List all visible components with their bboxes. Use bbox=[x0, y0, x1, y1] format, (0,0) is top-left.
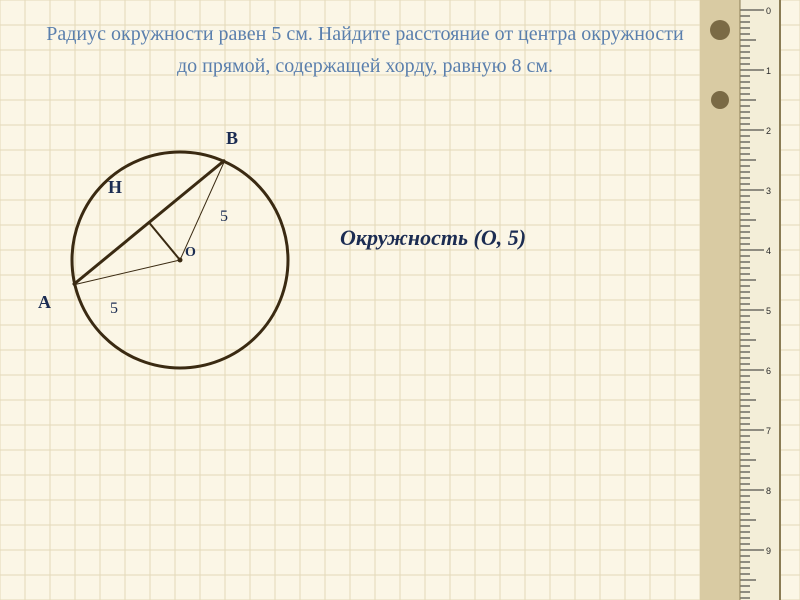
radius-label-2: 5 bbox=[110, 300, 118, 318]
svg-text:3: 3 bbox=[766, 186, 771, 196]
point-label-h: Н bbox=[108, 177, 122, 198]
point-label-b: В bbox=[226, 128, 238, 149]
svg-text:5: 5 bbox=[766, 306, 771, 316]
notation-text: Окружность (О, 5) bbox=[340, 225, 526, 251]
svg-text:7: 7 bbox=[766, 426, 771, 436]
geometry-diagram: А В О Н 5 5 bbox=[20, 130, 300, 410]
svg-text:4: 4 bbox=[766, 246, 771, 256]
point-label-a: А bbox=[38, 292, 51, 313]
svg-text:9: 9 bbox=[766, 546, 771, 556]
point-label-o: О bbox=[185, 245, 196, 261]
radius-label-1: 5 bbox=[220, 208, 228, 226]
svg-text:8: 8 bbox=[766, 486, 771, 496]
svg-text:1: 1 bbox=[766, 66, 771, 76]
svg-text:0: 0 bbox=[766, 6, 771, 16]
svg-text:6: 6 bbox=[766, 366, 771, 376]
svg-text:2: 2 bbox=[766, 126, 771, 136]
ruler-decoration: 0 1 2 3 4 5 6 7 8 9 bbox=[700, 0, 800, 600]
problem-text: Радиус окружности равен 5 см. Найдите ра… bbox=[40, 18, 690, 82]
